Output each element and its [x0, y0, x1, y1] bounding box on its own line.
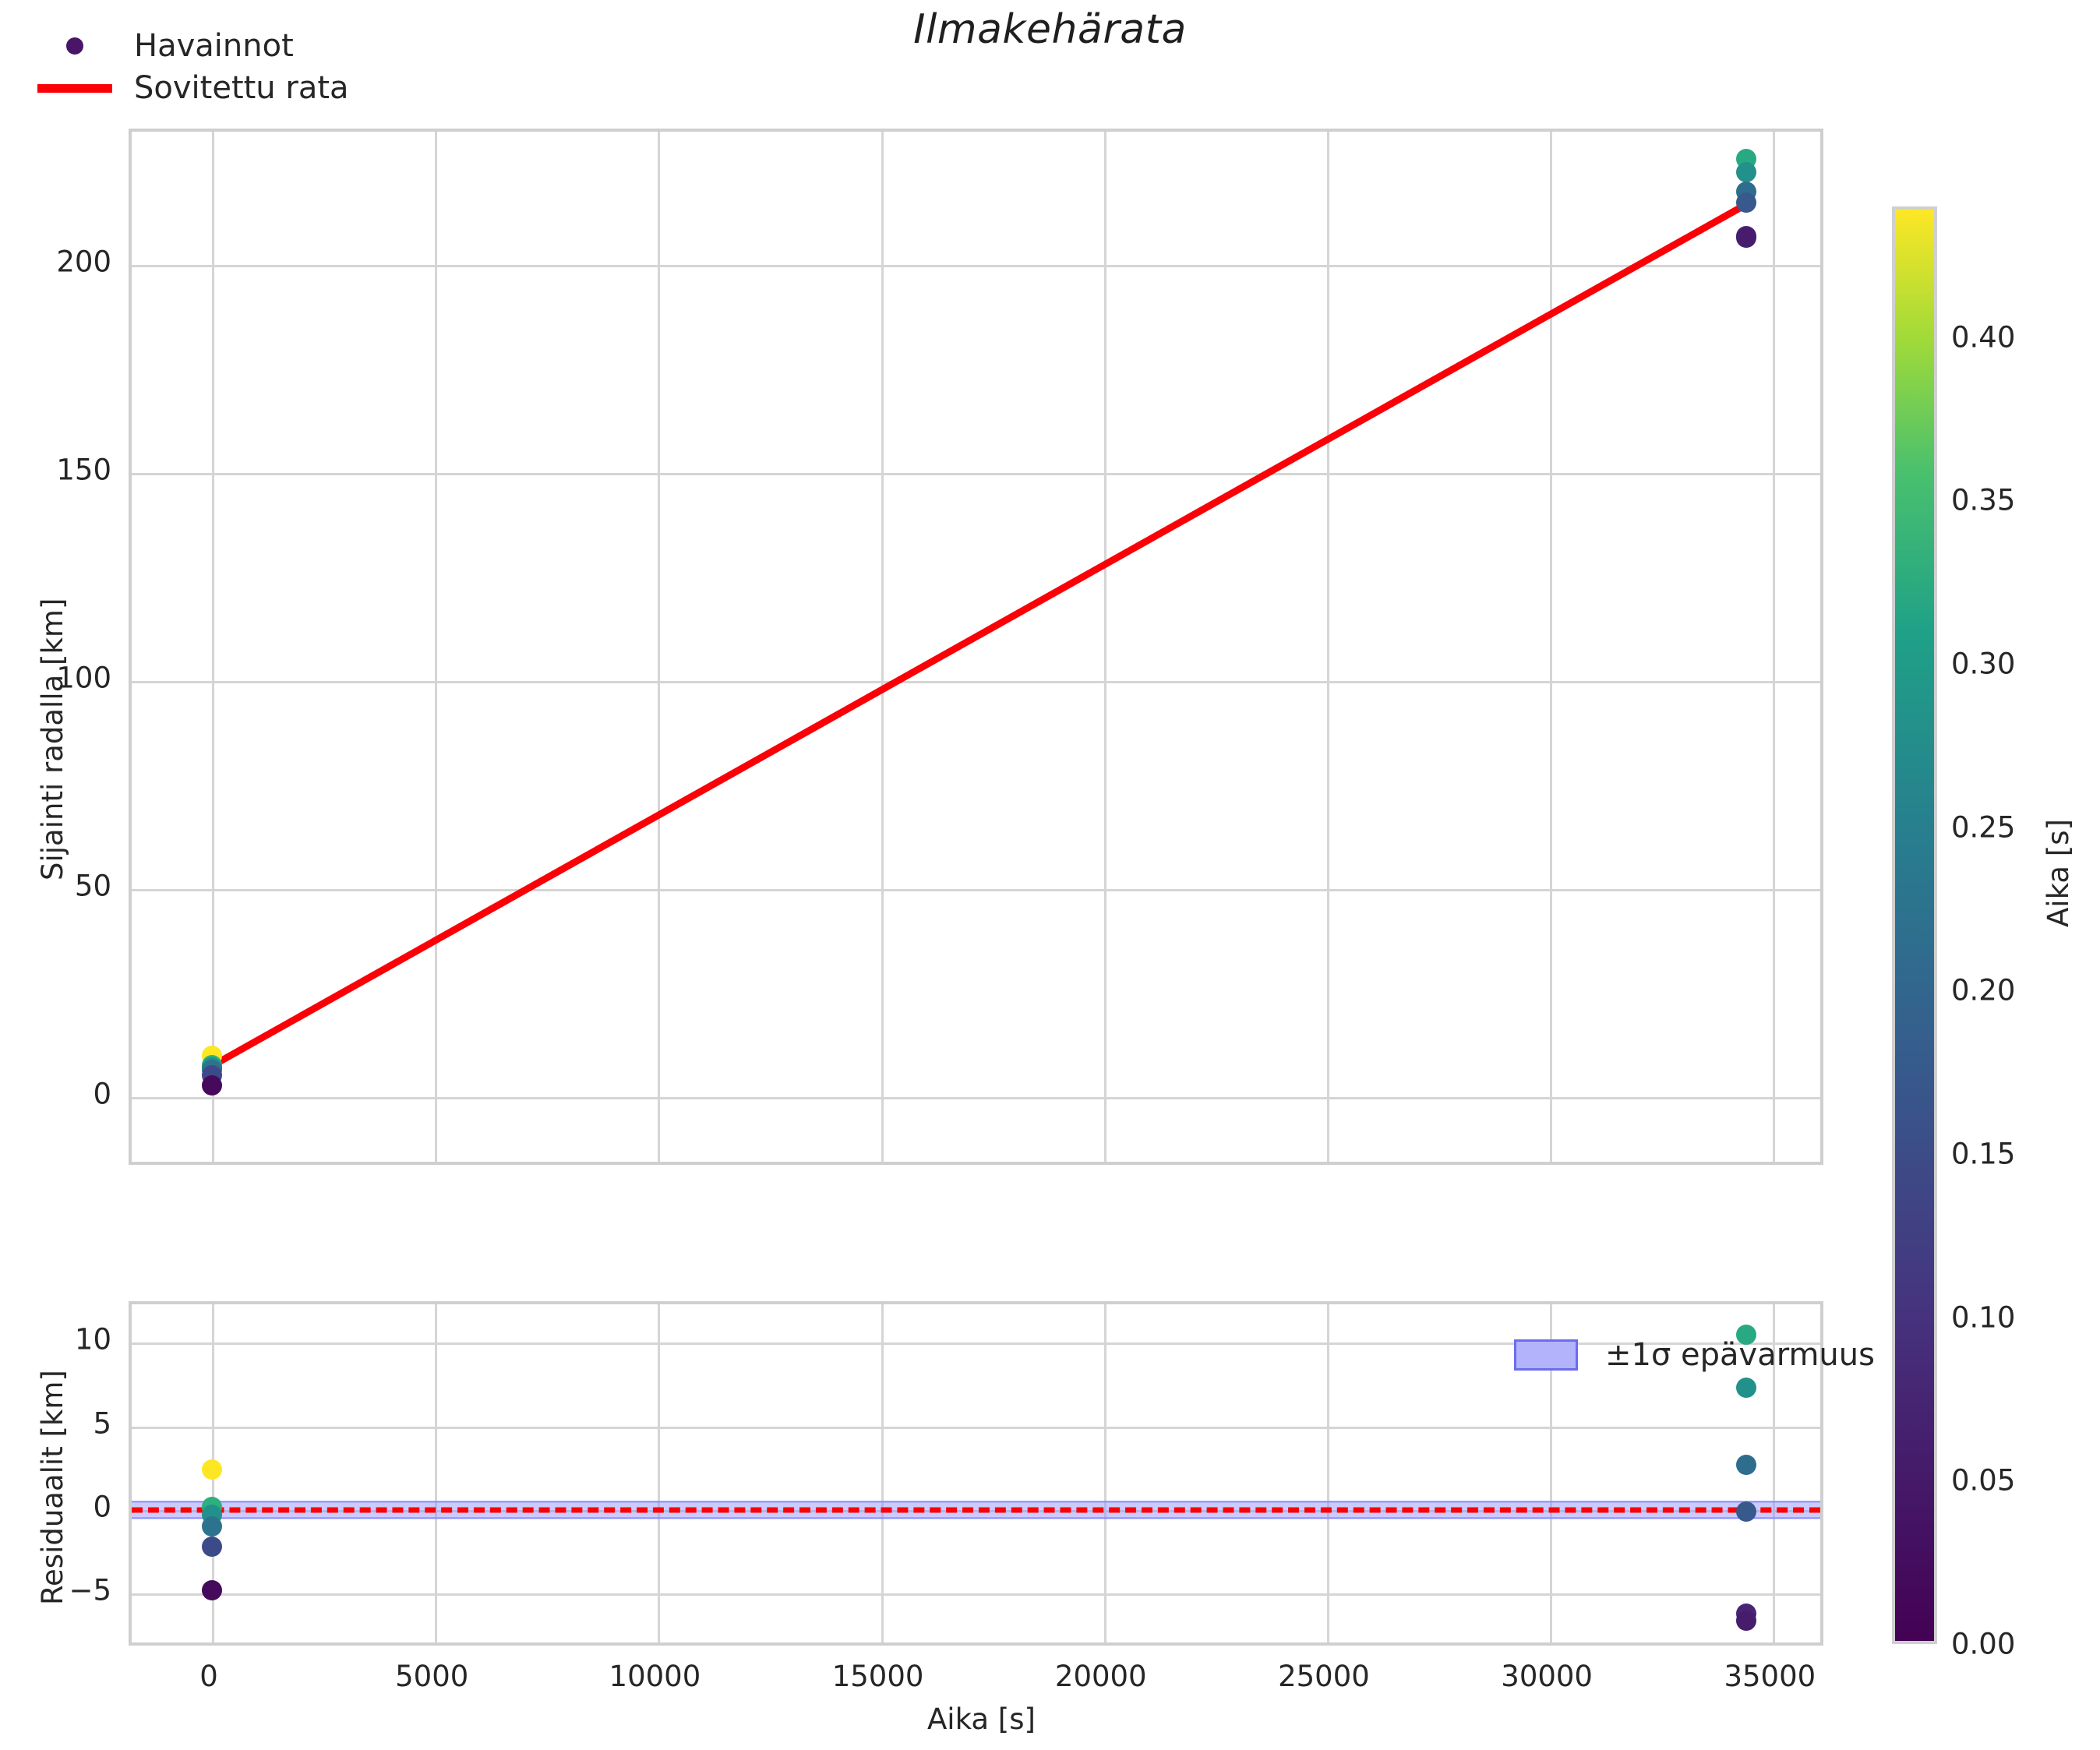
colorbar-tick-label: 0.40: [1951, 320, 2016, 355]
page-title: Ilmakehärata: [913, 6, 1187, 53]
x-tick-label: 10000: [609, 1660, 701, 1693]
residual-point: [202, 1459, 223, 1480]
x-tick-label: 5000: [395, 1660, 469, 1693]
x-tick-label: 20000: [1054, 1660, 1147, 1693]
main-y-tick-label: 50: [74, 869, 111, 903]
legend-label-uncertainty: ±1σ epävarmuus: [1605, 1337, 1875, 1373]
gridline-horizontal: [132, 1593, 1820, 1597]
residual-point: [202, 1537, 223, 1558]
gridline-vertical: [435, 1304, 438, 1642]
main-y-tick-label: 0: [93, 1077, 111, 1111]
gridline-vertical: [1773, 1304, 1776, 1642]
colorbar-tick-label: 0.15: [1951, 1137, 2016, 1171]
zero-reference-line: [132, 1507, 1820, 1513]
main-plot-axes: [129, 129, 1823, 1165]
gridline-vertical: [658, 1304, 661, 1642]
scatter-marker-icon: [28, 37, 122, 55]
residual-y-tick-label: 10: [74, 1322, 111, 1357]
gridline-vertical: [881, 132, 884, 1162]
x-tick-label: 0: [199, 1660, 218, 1693]
residual-y-tick-label: −5: [69, 1573, 111, 1607]
main-legend: Havainnot Sovitettu rata: [17, 17, 363, 118]
residual-point: [1735, 1454, 1756, 1475]
uncertainty-patch-icon: [1499, 1339, 1593, 1371]
colorbar: 0.00 0.05 0.10 0.15 0.20 0.25 0.30 0.35 0.40: [1892, 206, 2015, 1661]
gridline-vertical: [1773, 132, 1776, 1162]
colorbar-tick-label: 0.05: [1951, 1463, 2016, 1498]
gridline-vertical: [1103, 132, 1106, 1162]
gridline-horizontal: [132, 1426, 1820, 1429]
gridline-horizontal: [132, 472, 1820, 475]
x-axis-title: Aika [s]: [927, 1702, 1036, 1736]
gridline-vertical: [212, 132, 215, 1162]
gridline-vertical: [1326, 1304, 1329, 1642]
gridline-vertical: [1103, 1304, 1106, 1642]
gridline-vertical: [1550, 1304, 1553, 1642]
legend-label-sovitettu-rata: Sovitettu rata: [134, 70, 349, 106]
gridline-horizontal: [132, 681, 1820, 684]
legend-item-havainnot: Havainnot: [28, 25, 349, 67]
gridline-horizontal: [132, 1342, 1820, 1346]
residual-y-tick-label: 5: [93, 1406, 111, 1441]
fit-line: [210, 201, 1749, 1069]
x-tick-label: 25000: [1278, 1660, 1370, 1693]
main-y-tick-label: 150: [56, 453, 111, 487]
colorbar-tick-label: 0.35: [1951, 483, 2016, 517]
residual-point: [202, 1516, 223, 1537]
residual-legend: ±1σ epävarmuus: [1488, 1329, 1889, 1382]
x-tick-label: 30000: [1501, 1660, 1593, 1693]
main-y-tick-label: 200: [56, 245, 111, 279]
data-point: [1735, 227, 1756, 248]
gridline-vertical: [1550, 132, 1553, 1162]
colorbar-title: Aika [s]: [2042, 819, 2075, 927]
colorbar-tick-label: 0.20: [1951, 973, 2016, 1007]
residual-point: [1735, 1378, 1756, 1399]
data-point: [202, 1074, 223, 1096]
residual-point: [1735, 1610, 1756, 1631]
colorbar-tick-label: 0.25: [1951, 810, 2016, 845]
x-tick-label: 15000: [831, 1660, 924, 1693]
data-point: [1735, 161, 1756, 182]
residual-y-tick-label: 0: [93, 1490, 111, 1524]
gridline-horizontal: [132, 889, 1820, 892]
gridline-horizontal: [132, 1097, 1820, 1100]
legend-item-sovitettu-rata: Sovitettu rata: [28, 67, 349, 109]
colorbar-tick-label: 0.10: [1951, 1300, 2016, 1335]
residual-point: [1735, 1501, 1756, 1522]
colorbar-tick-label: 0.30: [1951, 647, 2016, 681]
colorbar-tick-label: 0.00: [1951, 1627, 2016, 1661]
gridline-vertical: [435, 132, 438, 1162]
residual-y-axis-title: Residuaalit [km]: [36, 1370, 69, 1605]
x-tick-label: 35000: [1724, 1660, 1816, 1693]
gridline-vertical: [1326, 132, 1329, 1162]
main-y-tick-label: 100: [56, 661, 111, 695]
gridline-vertical: [658, 132, 661, 1162]
gridline-vertical: [881, 1304, 884, 1642]
residual-point: [202, 1579, 223, 1600]
legend-label-havainnot: Havainnot: [134, 28, 294, 64]
residual-point: [1735, 1324, 1756, 1345]
colorbar-gradient: [1892, 206, 1937, 1644]
line-marker-icon: [28, 83, 122, 93]
data-point: [1735, 192, 1756, 213]
gridline-horizontal: [132, 264, 1820, 267]
main-y-axis-title: Sijainti radalla [km]: [36, 598, 69, 880]
